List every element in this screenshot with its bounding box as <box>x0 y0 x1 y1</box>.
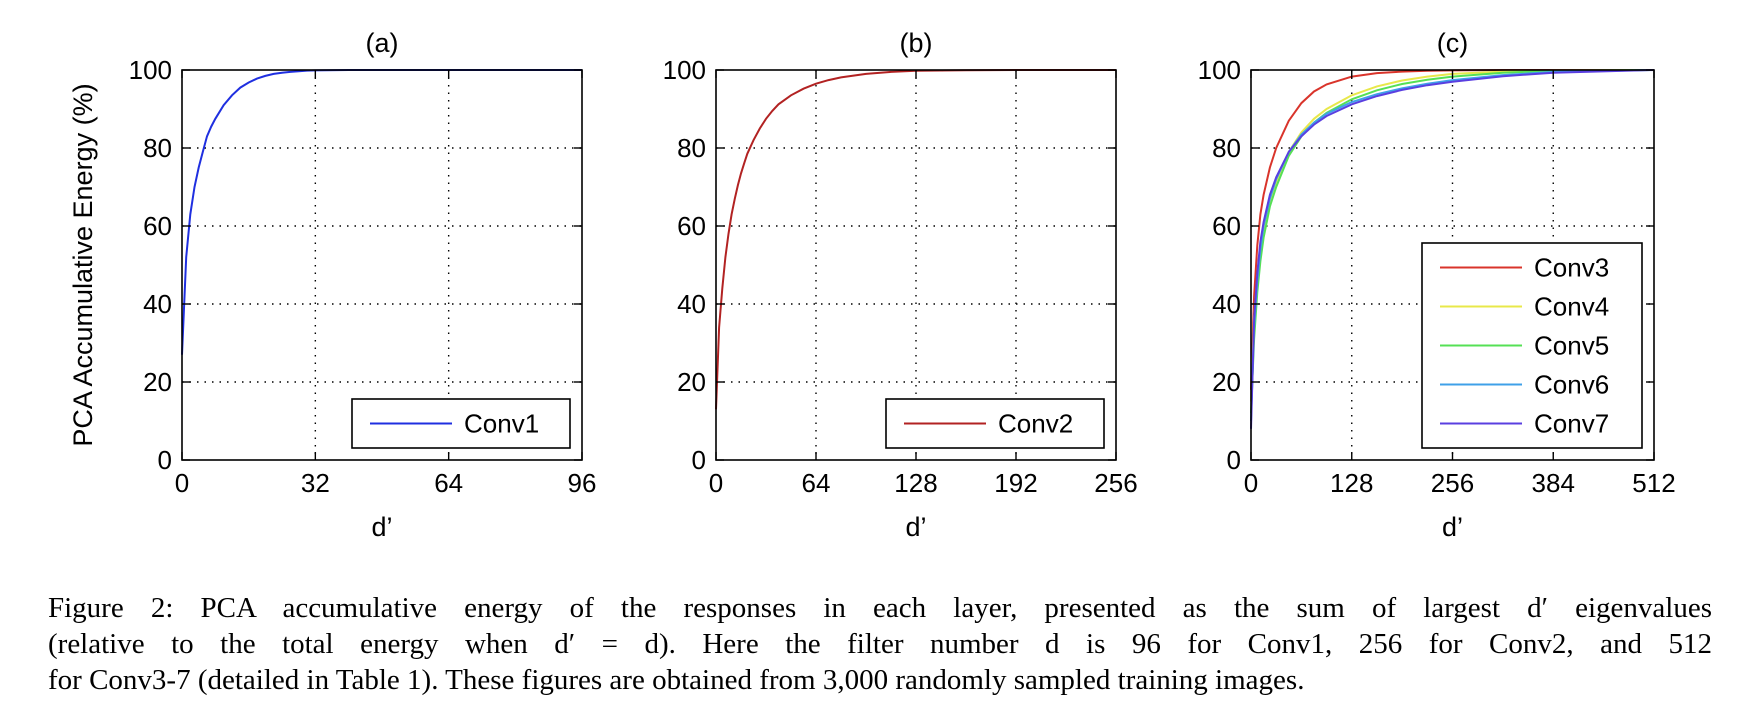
x-tick-label: 512 <box>1632 468 1675 498</box>
y-tick-label: 60 <box>143 211 172 241</box>
legend-label-conv1: Conv1 <box>464 409 539 439</box>
y-tick-label: 100 <box>1198 55 1241 85</box>
y-tick-label: 20 <box>1212 367 1241 397</box>
x-tick-label: 256 <box>1431 468 1474 498</box>
caption-line-3: for Conv3-7 (detailed in Table 1). These… <box>48 664 1305 696</box>
y-tick-label: 80 <box>1212 133 1241 163</box>
chart-title: (a) <box>366 28 399 58</box>
chart-panel-c: 0 128 256 384 512 0 20 40 60 80 100 (c) d’ Conv3 Conv4… <box>1198 28 1676 542</box>
caption-line-2: (relative to the total energy when d′ = … <box>48 628 1712 660</box>
x-tick-label: 256 <box>1094 468 1137 498</box>
caption-line-1: Figure 2: PCA accumulative energy of the… <box>48 592 1712 624</box>
legend: Conv2 <box>885 398 1105 449</box>
y-tick-label: 60 <box>1212 211 1241 241</box>
x-tick-label: 128 <box>1330 468 1373 498</box>
y-tick-label: 40 <box>143 289 172 319</box>
y-tick-label: 0 <box>692 445 706 475</box>
x-tick-label: 128 <box>894 468 937 498</box>
y-tick-label: 100 <box>663 55 706 85</box>
legend-label-conv2: Conv2 <box>998 409 1073 439</box>
chart-panel-a: 0 32 64 96 0 20 40 60 80 100 (a) d’ PCA Accumulative… <box>68 28 596 542</box>
series-line-conv7 <box>1250 69 1655 429</box>
y-tick-label: 40 <box>1212 289 1241 319</box>
y-tick-label: 0 <box>1227 445 1241 475</box>
y-tick-label: 80 <box>677 133 706 163</box>
x-tick-label: 0 <box>175 468 189 498</box>
x-tick-label: 384 <box>1532 468 1575 498</box>
x-tick-label: 64 <box>434 468 463 498</box>
legend-label-conv7: Conv7 <box>1534 409 1609 439</box>
plot-area-frame <box>181 69 583 461</box>
legend-label-conv6: Conv6 <box>1534 370 1609 400</box>
legend-label-conv5: Conv5 <box>1534 331 1609 361</box>
chart-title: (b) <box>900 28 933 58</box>
x-axis-label: d’ <box>1442 512 1463 542</box>
x-tick-label: 64 <box>802 468 831 498</box>
x-tick-label: 0 <box>709 468 723 498</box>
y-tick-label: 60 <box>677 211 706 241</box>
y-tick-label: 80 <box>143 133 172 163</box>
x-tick-label: 192 <box>994 468 1037 498</box>
x-tick-label: 96 <box>568 468 597 498</box>
figure-caption: Figure 2: PCA accumulative energy of the… <box>48 590 1712 698</box>
y-tick-label: 40 <box>677 289 706 319</box>
y-tick-label: 100 <box>129 55 172 85</box>
legend: Conv3 Conv4 Conv5 Conv6 Conv7 <box>1421 242 1643 449</box>
x-axis-label: d’ <box>905 512 926 542</box>
series-line-conv1 <box>181 69 582 355</box>
x-axis-label: d’ <box>371 512 392 542</box>
y-axis-label: PCA Accumulative Energy (%) <box>68 83 98 446</box>
y-tick-label: 20 <box>143 367 172 397</box>
legend-label-conv4: Conv4 <box>1534 292 1609 322</box>
chart-title: (c) <box>1437 28 1468 58</box>
x-tick-label: 32 <box>301 468 330 498</box>
figure: 0 32 64 96 0 20 40 60 80 100 (a) d’ PCA Accumulative… <box>68 28 1676 542</box>
legend: Conv1 <box>351 398 571 449</box>
series-line-conv2 <box>715 69 1116 410</box>
chart-panel-b: 0 64 128 192 256 0 20 40 60 80 100 (b) d’ Conv2 <box>663 28 1138 542</box>
legend-label-conv3: Conv3 <box>1534 253 1609 283</box>
y-tick-label: 20 <box>677 367 706 397</box>
y-tick-label: 0 <box>158 445 172 475</box>
x-tick-label: 0 <box>1244 468 1258 498</box>
